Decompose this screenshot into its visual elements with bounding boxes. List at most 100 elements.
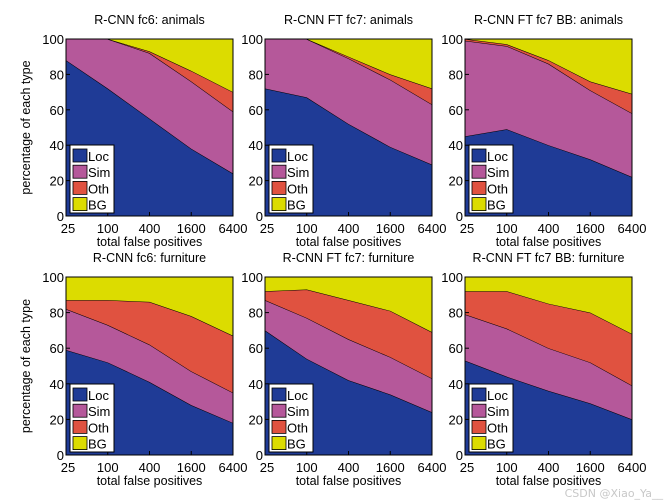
x-tick-label: 400 <box>139 221 161 236</box>
y-tick-label: 0 <box>256 448 263 463</box>
x-tick-label: 6400 <box>418 221 447 236</box>
x-tick-label: 1600 <box>177 221 206 236</box>
legend-label: Loc <box>487 149 508 164</box>
y-tick-label: 100 <box>42 32 64 47</box>
y-axis-label: percentage of each type <box>19 299 33 433</box>
area-oth <box>265 289 432 379</box>
legend-swatch-oth <box>72 180 88 195</box>
x-tick-label: 100 <box>296 460 318 475</box>
legend-label: Sim <box>287 165 309 180</box>
legend-swatch-sim <box>72 164 88 179</box>
y-tick-label: 60 <box>50 103 64 118</box>
x-axis-label: total false positives <box>296 474 402 488</box>
x-axis-label: total false positives <box>496 235 602 249</box>
y-tick-label: 80 <box>249 67 263 82</box>
legend-swatch-sim <box>271 164 287 179</box>
y-tick-label: 80 <box>50 306 64 321</box>
legend-label: Loc <box>88 149 109 164</box>
legend-swatch-loc <box>72 387 88 402</box>
x-tick-label: 1600 <box>576 221 605 236</box>
y-tick-label: 20 <box>249 412 263 427</box>
x-tick-label: 25 <box>260 221 274 236</box>
x-tick-label: 100 <box>296 221 318 236</box>
y-tick-label: 0 <box>456 209 463 224</box>
legend-label: BG <box>88 437 107 452</box>
area-sim <box>465 40 632 178</box>
x-tick-label: 1600 <box>576 460 605 475</box>
x-tick-label: 25 <box>460 460 474 475</box>
x-tick-label: 400 <box>139 460 161 475</box>
x-axis-label: total false positives <box>97 474 203 488</box>
y-tick-label: 80 <box>249 306 263 321</box>
y-tick-label: 100 <box>441 270 463 285</box>
legend-label: Loc <box>287 149 308 164</box>
legend-label: BG <box>487 198 506 213</box>
legend-swatch-loc <box>271 387 287 402</box>
x-axis-label: total false positives <box>496 474 602 488</box>
area-bg <box>265 39 432 89</box>
subplot: 0 20 40 60 80 100 25 100 400 1600 6400 R-CNN FT fc7… <box>441 251 646 488</box>
legend-label: Oth <box>487 181 508 196</box>
legend-label: BG <box>287 437 306 452</box>
legend-label: Sim <box>287 404 309 419</box>
area-bg <box>465 277 632 334</box>
y-tick-label: 20 <box>50 174 64 189</box>
y-tick-label: 60 <box>249 103 263 118</box>
x-tick-label: 100 <box>97 221 119 236</box>
y-tick-label: 60 <box>50 341 64 356</box>
legend-label: Oth <box>88 420 109 435</box>
legend-label: Sim <box>487 404 509 419</box>
y-tick-label: 100 <box>241 270 263 285</box>
x-tick-label: 6400 <box>618 460 647 475</box>
x-tick-label: 25 <box>260 460 274 475</box>
area-sim <box>265 39 432 165</box>
x-tick-label: 6400 <box>618 221 647 236</box>
x-tick-label: 1600 <box>177 460 206 475</box>
area-sim <box>465 314 632 420</box>
area-bg <box>265 277 432 333</box>
x-tick-label: 25 <box>61 460 75 475</box>
legend-swatch-bg <box>471 436 487 451</box>
legend-swatch-bg <box>72 197 88 212</box>
y-tick-label: 100 <box>241 32 263 47</box>
legend-swatch-oth <box>72 419 88 434</box>
x-tick-label: 400 <box>338 460 360 475</box>
subplot: 0 20 40 60 80 100 25 100 400 1600 6400 R-CNN FT fc7… <box>241 13 446 249</box>
legend-swatch-oth <box>271 180 287 195</box>
y-tick-label: 20 <box>449 412 463 427</box>
area-oth <box>465 291 632 386</box>
legend-swatch-oth <box>471 419 487 434</box>
x-tick-label: 400 <box>538 460 560 475</box>
x-tick-label: 6400 <box>219 460 248 475</box>
chart-title: R-CNN FT fc7: furniture <box>283 251 415 265</box>
legend-label: BG <box>88 198 107 213</box>
subplot: 0 20 40 60 80 100 25 100 400 1600 6400 R-CNN fc6: a… <box>19 13 247 249</box>
y-axis-label: percentage of each type <box>19 60 33 194</box>
x-tick-label: 100 <box>496 221 518 236</box>
subplot: 0 20 40 60 80 100 25 100 400 1600 6400 R-CNN fc6: f… <box>19 251 247 488</box>
area-sim <box>66 309 233 423</box>
y-tick-label: 60 <box>449 103 463 118</box>
chart-title: R-CNN fc6: animals <box>94 13 204 27</box>
legend-label: Oth <box>287 181 308 196</box>
legend-swatch-loc <box>471 148 487 163</box>
y-tick-label: 40 <box>249 138 263 153</box>
legend-label: BG <box>487 437 506 452</box>
legend-label: Loc <box>88 388 109 403</box>
x-tick-label: 1600 <box>376 221 405 236</box>
area-bg <box>66 277 233 336</box>
legend-label: Loc <box>487 388 508 403</box>
legend-label: Oth <box>487 420 508 435</box>
y-tick-label: 40 <box>50 377 64 392</box>
legend-label: Sim <box>88 165 110 180</box>
area-sim <box>66 39 233 174</box>
legend-swatch-loc <box>271 148 287 163</box>
legend-swatch-sim <box>471 403 487 418</box>
legend-swatch-loc <box>471 387 487 402</box>
y-tick-label: 0 <box>256 209 263 224</box>
